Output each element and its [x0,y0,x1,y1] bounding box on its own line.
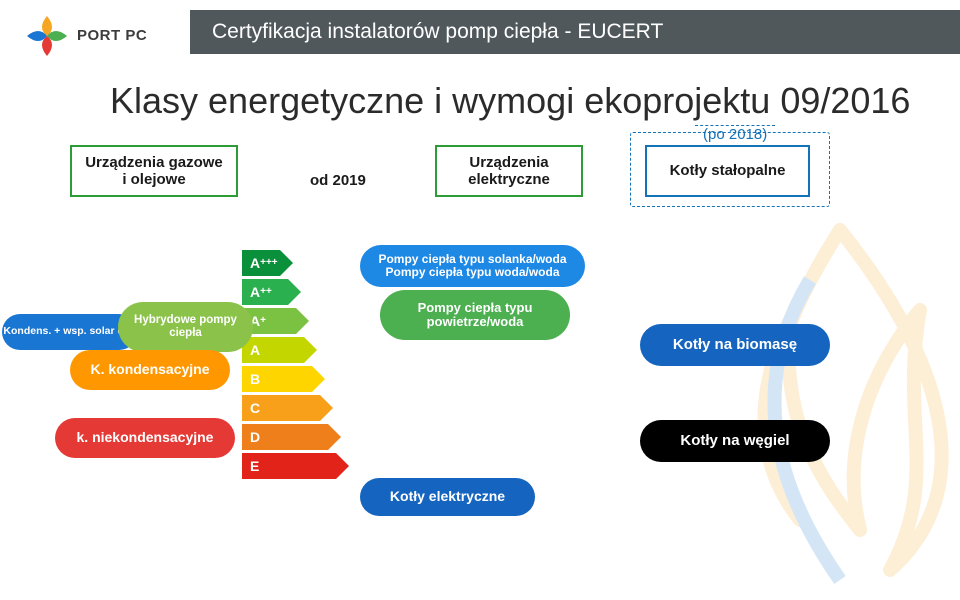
topbox-line: Kotły stałopalne [670,162,786,179]
pill-kondens-solar: Kondens. + wsp. solar c.o. [2,314,137,350]
pill-line: Pompy ciepła typu woda/woda [385,266,559,279]
pill-wegiel: Kotły na węgiel [640,420,830,462]
pill-powietrze-woda: Pompy ciepła typu powietrze/woda [380,290,570,340]
topbox-line: Urządzenia gazowe [85,154,223,171]
energy-label-b: B [242,366,312,392]
logo-text: PORT PC [77,27,147,44]
topbox-line: Urządzenia [469,154,548,171]
energy-label-a: A [242,337,304,363]
energy-labels-column: A+++A++A+ABCDE [242,250,336,482]
logo: PORT PC [25,8,175,63]
pill-niekondensacyjne: k. niekondensacyjne [55,418,235,458]
pill-line: Pompy ciepła typu [418,301,533,315]
energy-label-e: E [242,453,336,479]
header-bar: Certyfikacja instalatorów pomp ciepła - … [190,10,960,54]
pill-line: powietrze/woda [427,315,524,329]
pill-hybrid-heat-pump: Hybrydowe pompy ciepła [118,302,253,352]
energy-label-a++: A++ [242,279,288,305]
pill-solanka-woda: Pompy ciepła typu solanka/woda Pompy cie… [360,245,585,287]
logo-icon [25,14,69,58]
topbox-line: elektryczne [468,171,550,188]
energy-label-c: C [242,395,320,421]
energy-label-d: D [242,424,328,450]
pill-kondensacyjne: K. kondensacyjne [70,350,230,390]
pill-biomasa: Kotły na biomasę [640,324,830,366]
page-title: Klasy energetyczne i wymogi ekoprojektu … [110,80,910,122]
topbox-line: i olejowe [122,171,185,188]
topbox-electric: Urządzenia elektryczne [435,145,583,197]
label-od2019: od 2019 [310,172,366,189]
pill-kotly-elektryczne: Kotły elektryczne [360,478,535,516]
topbox-solid-fuel: Kotły stałopalne [645,145,810,197]
flame-watermark [690,220,960,600]
topbox-gas-oil: Urządzenia gazowe i olejowe [70,145,238,197]
energy-label-a+++: A+++ [242,250,280,276]
